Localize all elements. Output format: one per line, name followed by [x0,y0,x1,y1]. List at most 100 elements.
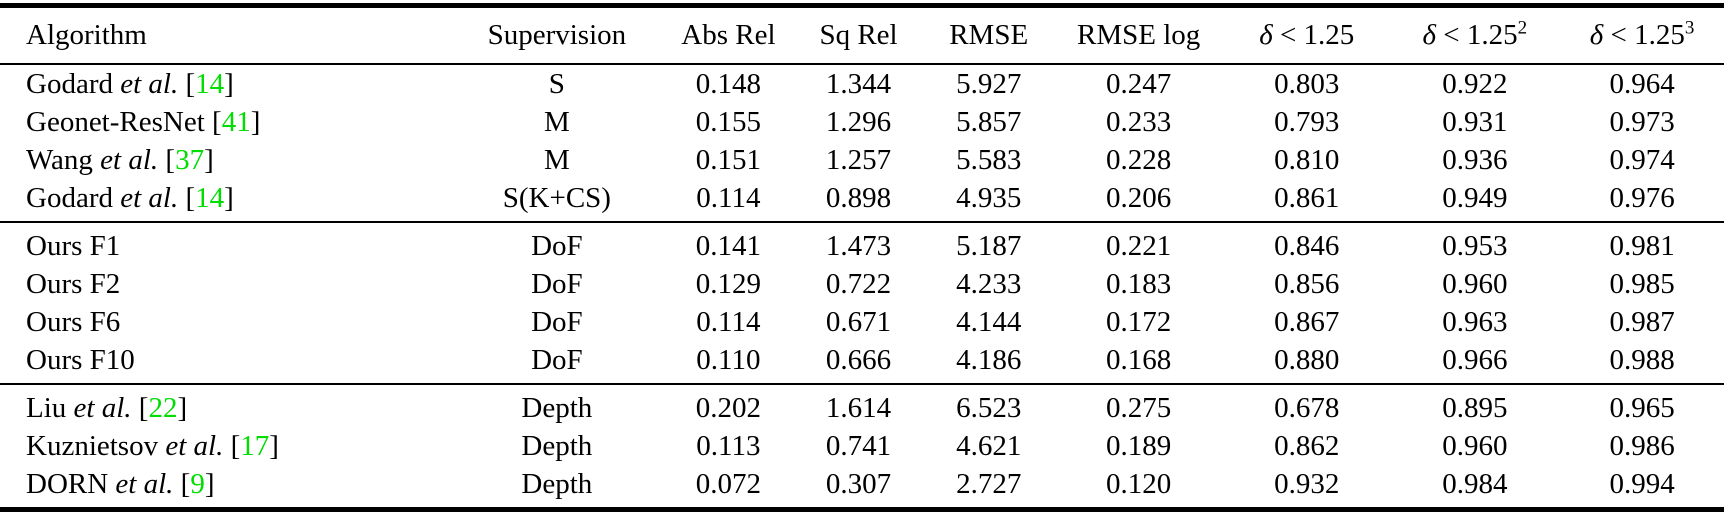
metric-value-cell: 6.523 [924,383,1054,427]
supervision-cell: Depth [449,383,664,427]
algorithm-name: Wang [26,144,93,176]
citation-bracket-open: [ [178,182,196,214]
col-header-rmse-log: RMSE log [1053,5,1225,65]
col-header-sq-rel: Sq Rel [793,5,925,65]
algorithm-name: Geonet-ResNet [26,106,205,138]
algorithm-cell: Geonet-ResNet [41] [0,103,450,141]
table-header: Algorithm Supervision Abs Rel Sq Rel RMS… [0,5,1724,65]
et-al-label: et al. [112,182,179,214]
citation-bracket-open: [ [131,392,149,424]
delta-symbol: δ [1589,19,1604,51]
metric-value-cell: 0.922 [1442,68,1508,100]
col-header-supervision: Supervision [449,5,664,65]
metric-value-cell: 0.120 [1106,468,1172,500]
metric-value-cell: 0.803 [1274,68,1340,100]
algorithm-name: Godard [26,182,113,214]
metric-value-cell: 0.985 [1609,268,1675,300]
table-row: Ours F2 DoF 0.129 0.722 4.233 0.183 0.856 0.960… [0,265,1724,303]
metric-value-cell: 0.973 [1609,106,1675,138]
metric-value-cell: 1.473 [793,221,925,265]
metric-value-cell: 0.183 [1106,268,1172,300]
citation-bracket-open: [ [178,68,196,100]
et-al-label: et al. [108,468,174,500]
algorithm-cell: Ours F2 [0,265,450,303]
table-row: Liu et al. [22] Depth 0.202 1.614 6.523 0.275… [0,383,1724,427]
table-row: Ours F6 DoF 0.114 0.671 4.144 0.172 0.867 0.963… [0,303,1724,341]
header-row: Algorithm Supervision Abs Rel Sq Rel RMS… [0,5,1724,65]
metric-value-cell: 1.257 [825,144,892,176]
metric-value-cell: 0.846 [1224,221,1390,265]
algorithm-cell: Ours F1 [0,221,450,265]
et-al-label: et al. [66,392,132,424]
citation-number: 37 [175,144,205,176]
metric-value-cell: 4.233 [956,268,1022,300]
metric-value-cell: 0.151 [695,144,761,176]
citation-bracket-open: [ [173,468,191,500]
metric-value-cell: 2.727 [956,468,1022,500]
metric-value-cell: 0.810 [1274,144,1340,176]
table-row: Geonet-ResNet [41] M 0.155 1.296 5.857 0.233 0… [0,103,1724,141]
citation-bracket-close: ] [204,144,214,176]
citation-number: 14 [195,68,225,100]
metric-value-cell: 0.148 [695,68,761,100]
metric-value-cell: 5.187 [924,221,1054,265]
metric-value-cell: 0.981 [1560,221,1724,265]
citation-bracket-close: ] [177,392,188,424]
metric-value-cell: 0.987 [1609,306,1675,338]
delta-threshold: < 1.25 [1603,19,1685,51]
algorithm-name: Kuznietsov [26,430,159,462]
citation-bracket-open: [ [158,144,176,176]
metric-value-cell: 0.932 [1274,468,1340,500]
metric-value-cell: 0.206 [1106,182,1172,214]
citation-bracket-close: ] [250,106,261,138]
results-table: Algorithm Supervision Abs Rel Sq Rel RMS… [0,3,1724,512]
metric-value-cell: 5.583 [956,144,1022,176]
algorithm-name: Ours F10 [26,344,135,376]
supervision-cell: M [543,144,570,176]
algorithm-cell: DORN et al. [9] [0,465,450,510]
metric-value-cell: 0.666 [825,344,892,376]
algorithm-cell: Godard et al. [14] [0,179,450,222]
metric-value-cell: 0.953 [1389,221,1561,265]
col-header-abs-rel: Abs Rel [663,5,794,65]
metric-value-cell: 0.307 [825,468,892,500]
citation-number: 17 [240,430,270,462]
citation-number: 14 [195,182,225,214]
metric-value-cell: 0.862 [1274,430,1340,462]
supervision-cell: DoF [531,344,583,376]
citation-number: 22 [148,392,178,424]
metric-value-cell: 0.202 [663,383,794,427]
metric-value-cell: 0.247 [1106,68,1172,100]
table-row: Kuznietsov et al. [17] Depth 0.113 0.741 4.6… [0,427,1724,465]
metric-value-cell: 4.935 [956,182,1022,214]
metric-value-cell: 0.129 [695,268,761,300]
metric-value-cell: 0.856 [1274,268,1340,300]
metric-value-cell: 0.976 [1609,182,1675,214]
table-row: Godard et al. [14] S(K+CS) 0.114 0.898 4.935… [0,179,1724,222]
metric-value-cell: 0.172 [1106,306,1172,338]
delta-threshold: < 1.25 [1436,19,1518,51]
metric-value-cell: 0.221 [1053,221,1225,265]
table-row: Ours F1 DoF 0.141 1.473 5.187 0.221 0.846 0.953… [0,221,1724,265]
supervision-cell: DoF [449,221,664,265]
col-header-delta-1: δ < 1.25 [1224,5,1390,65]
metric-value-cell: 0.949 [1442,182,1508,214]
algorithm-name: Ours F1 [26,230,121,262]
supervision-cell: S(K+CS) [502,182,611,214]
citation-bracket-open: [ [204,106,222,138]
algorithm-cell: Wang et al. [37] [0,141,450,179]
table-body: Godard et al. [14] S 0.148 1.344 5.927 0.247 0… [0,64,1724,510]
metric-value-cell: 0.867 [1274,306,1340,338]
metric-value-cell: 4.186 [956,344,1022,376]
algorithm-name: Ours F6 [26,306,121,338]
delta-exponent: 2 [1517,17,1528,39]
supervision-cell: Depth [521,430,593,462]
algorithm-cell: Liu et al. [22] [0,383,450,427]
citation-bracket-close: ] [204,468,215,500]
citation-bracket-close: ] [269,430,279,462]
supervision-cell: DoF [531,268,583,300]
citation-bracket-open: [ [223,430,241,462]
metric-value-cell: 0.114 [696,306,761,338]
metric-value-cell: 0.895 [1389,383,1561,427]
